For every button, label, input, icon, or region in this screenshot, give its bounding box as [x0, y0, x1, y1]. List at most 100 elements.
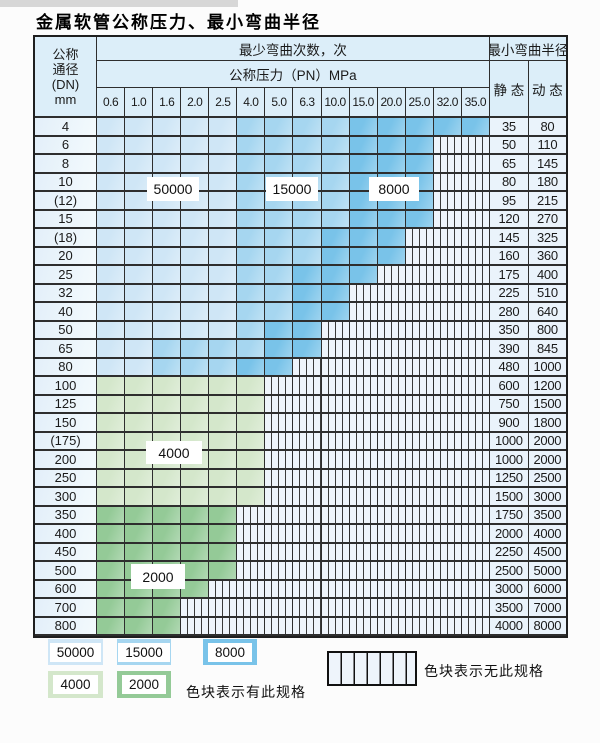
pressure-table: 公称 通径 (DN) mm 最少弯曲次数，次 最小弯曲半径 公称压力（PN）MP…: [33, 35, 568, 638]
dynamic-value-cell: 2000: [528, 432, 566, 451]
spec-cell-g2: [97, 562, 126, 581]
static-value-cell: 3500: [489, 599, 529, 618]
spec-cell-g1: [181, 395, 210, 414]
spec-cell-b1: [153, 284, 182, 303]
spec-cell-x: [265, 525, 294, 544]
spec-cell-x: [461, 617, 490, 636]
dynamic-value-cell: 4000: [528, 525, 566, 544]
static-value-cell: 350: [489, 321, 529, 340]
spec-cell-b3: [461, 118, 490, 137]
spec-cell-g1: [97, 395, 126, 414]
spec-cell-x: [377, 266, 406, 285]
spec-cell-x: [377, 599, 406, 618]
spec-cell-x: [433, 451, 462, 470]
spec-cell-b1: [153, 136, 182, 155]
spec-cell-g1: [237, 488, 266, 507]
spec-cell-g1: [237, 395, 266, 414]
spec-cell-b3: [293, 284, 322, 303]
spec-cell-b1: [153, 321, 182, 340]
spec-cell-b3: [265, 358, 294, 377]
spec-cell-x: [461, 192, 490, 211]
spec-cell-b1: [97, 210, 126, 229]
spec-cell-x: [265, 432, 294, 451]
spec-cell-x: [377, 506, 406, 525]
spec-cell-b1: [209, 118, 238, 137]
dn-cell: 350: [35, 506, 97, 525]
spec-cell-b1: [97, 340, 126, 359]
spec-cell-b1: [209, 192, 238, 211]
spec-cell-x: [349, 488, 378, 507]
spec-cell-b2: [265, 118, 294, 137]
pressure-col-header: 1.6: [153, 88, 182, 118]
spec-cell-x: [405, 247, 434, 266]
dynamic-value-cell: 360: [528, 247, 566, 266]
spec-cell-x: [405, 543, 434, 562]
spec-cell-x: [321, 469, 350, 488]
spec-cell-x: [377, 284, 406, 303]
spec-cell-b2: [265, 247, 294, 266]
spec-cell-b1: [209, 303, 238, 322]
static-value-cell: 1250: [489, 469, 529, 488]
spec-cell-b3: [349, 118, 378, 137]
spec-cell-x: [349, 543, 378, 562]
spec-cell-x: [433, 192, 462, 211]
legend-swatch-label: 2000: [121, 675, 167, 694]
spec-cell-b1: [209, 210, 238, 229]
spec-cell-b1: [125, 358, 154, 377]
spec-cell-b3: [237, 358, 266, 377]
spec-cell-b1: [97, 173, 126, 192]
dn-cell: 600: [35, 580, 97, 599]
dn-cell: (175): [35, 432, 97, 451]
pressure-col-header: 25.0: [405, 88, 434, 118]
spec-cell-x: [377, 451, 406, 470]
spec-cell-b3: [405, 155, 434, 174]
spec-cell-g2: [153, 599, 182, 618]
spec-cell-x: [433, 321, 462, 340]
spec-cell-g1: [209, 414, 238, 433]
dynamic-value-cell: 400: [528, 266, 566, 285]
spec-cell-x: [349, 358, 378, 377]
dynamic-value-cell: 7000: [528, 599, 566, 618]
static-value-cell: 225: [489, 284, 529, 303]
dynamic-value-cell: 2000: [528, 451, 566, 470]
spec-cell-b1: [181, 155, 210, 174]
spec-cell-x: [377, 432, 406, 451]
spec-cell-x: [461, 173, 490, 192]
spec-cell-g2: [181, 580, 210, 599]
spec-cell-x: [461, 562, 490, 581]
dynamic-value-cell: 2500: [528, 469, 566, 488]
spec-cell-g1: [153, 377, 182, 396]
spec-cell-x: [433, 562, 462, 581]
spec-cell-b2: [237, 340, 266, 359]
spec-cell-x: [237, 599, 266, 618]
spec-cell-g2: [181, 525, 210, 544]
spec-cell-g1: [97, 451, 126, 470]
spec-cell-b1: [97, 284, 126, 303]
dynamic-header: 动 态: [528, 61, 566, 118]
spec-cell-x: [461, 488, 490, 507]
dynamic-value-cell: 270: [528, 210, 566, 229]
spec-cell-b2: [265, 136, 294, 155]
spec-cell-g2: [125, 506, 154, 525]
spec-cell-b3: [349, 266, 378, 285]
dynamic-value-cell: 6000: [528, 580, 566, 599]
spec-cell-x: [377, 321, 406, 340]
legend-note-no-spec: 色块表示无此规格: [424, 663, 544, 679]
spec-cell-b1: [97, 358, 126, 377]
spec-cell-g1: [97, 432, 126, 451]
spec-cell-b2: [321, 173, 350, 192]
spec-cell-x: [405, 562, 434, 581]
spec-cell-b3: [265, 340, 294, 359]
spec-cell-x: [433, 488, 462, 507]
region-label-4000: 4000: [146, 441, 202, 464]
spec-cell-x: [461, 506, 490, 525]
dn-cell: (12): [35, 192, 97, 211]
spec-cell-b3: [321, 229, 350, 248]
spec-cell-x: [293, 580, 322, 599]
dynamic-value-cell: 640: [528, 303, 566, 322]
spec-cell-b2: [321, 192, 350, 211]
spec-cell-b3: [377, 136, 406, 155]
spec-cell-x: [405, 469, 434, 488]
dn-cell: 10: [35, 173, 97, 192]
spec-cell-x: [405, 506, 434, 525]
